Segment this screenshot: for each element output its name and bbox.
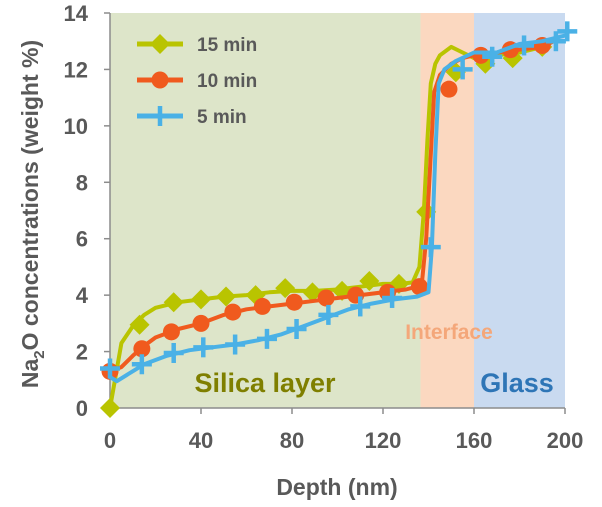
data-point-10-min	[162, 323, 180, 341]
x-tick-label: 160	[456, 428, 493, 453]
series-line-15-min	[108, 39, 556, 410]
region-label-glass: Glass	[480, 368, 554, 398]
data-point-10-min	[440, 80, 458, 98]
y-axis-title-suffix: O concentrations (weight %)	[17, 40, 43, 351]
data-point-5-min	[318, 304, 339, 325]
y-tick-label: 4	[76, 283, 89, 308]
data-point-10-min	[133, 340, 151, 358]
data-point-15-min	[275, 278, 296, 299]
legend-label-10-min: 10 min	[197, 71, 257, 92]
data-point-15-min	[359, 271, 380, 292]
series-layer	[100, 21, 578, 418]
y-tick-label: 10	[64, 114, 88, 139]
data-point-5-min	[193, 337, 214, 358]
data-point-10-min	[317, 289, 335, 307]
data-point-15-min	[191, 289, 211, 310]
x-tick-label: 80	[280, 428, 304, 453]
y-axis-title: Na2O concentrations (weight %)	[17, 40, 48, 388]
y-axis-title-subscript: 2	[31, 350, 48, 358]
legend-label-5-min: 5 min	[197, 107, 247, 128]
legend-label-15-min: 15 min	[197, 35, 257, 56]
x-tick-label: 120	[365, 428, 402, 453]
legend-marker-10-min	[151, 71, 169, 89]
data-point-10-min	[410, 278, 428, 296]
data-point-5-min	[100, 358, 120, 379]
y-axis-title-prefix: Na	[17, 359, 43, 389]
background-regions	[110, 13, 565, 408]
legend-marker-15-min	[150, 34, 170, 54]
data-point-5-min	[163, 342, 184, 363]
x-tick-label: 40	[189, 428, 213, 453]
region-label-silica-layer: Silica layer	[194, 368, 336, 398]
data-point-5-min	[225, 334, 246, 355]
data-point-5-min	[382, 287, 403, 308]
legend-marker-5-min	[150, 106, 170, 126]
region-glass	[474, 13, 565, 408]
data-point-10-min	[253, 297, 271, 315]
data-point-5-min	[452, 59, 473, 80]
axes: 0 40 80 120 160 200 0 2 4 6 8 10 12 14	[64, 1, 584, 453]
data-point-5-min	[557, 21, 578, 42]
data-point-5-min	[482, 46, 503, 67]
data-point-10-min	[192, 314, 210, 332]
data-point-15-min	[100, 398, 120, 418]
data-point-5-min	[286, 319, 307, 339]
data-point-15-min	[302, 282, 323, 303]
y-tick-label: 6	[76, 227, 88, 252]
legend: 15 min 10 min 5 min	[137, 34, 257, 128]
series-5-min	[100, 21, 578, 384]
y-tick-label: 8	[76, 170, 88, 195]
data-point-10-min	[224, 303, 242, 321]
x-axis-title: Depth (nm)	[276, 474, 397, 500]
x-tick-label: 200	[547, 428, 584, 453]
y-tick-label: 12	[64, 57, 88, 82]
region-label-interface: Interface	[405, 321, 493, 344]
y-tick-label: 14	[64, 1, 89, 26]
data-point-15-min	[216, 286, 237, 307]
y-tick-label: 0	[76, 396, 88, 421]
data-point-15-min	[129, 314, 150, 335]
data-point-5-min	[256, 328, 277, 349]
data-point-5-min	[420, 237, 441, 258]
data-point-10-min	[285, 293, 303, 311]
data-point-5-min	[514, 35, 535, 56]
y-tick-label: 2	[76, 340, 88, 365]
legend-item-5-min: 5 min	[137, 106, 247, 128]
data-point-5-min	[350, 296, 371, 317]
legend-item-15-min: 15 min	[137, 34, 257, 56]
data-point-5-min	[131, 354, 152, 375]
data-point-15-min	[163, 292, 184, 313]
legend-item-10-min: 10 min	[137, 71, 257, 92]
x-tick-label: 0	[104, 428, 116, 453]
region-labels: Silica layer Interface Glass	[194, 321, 553, 398]
data-point-5-min	[545, 31, 566, 52]
